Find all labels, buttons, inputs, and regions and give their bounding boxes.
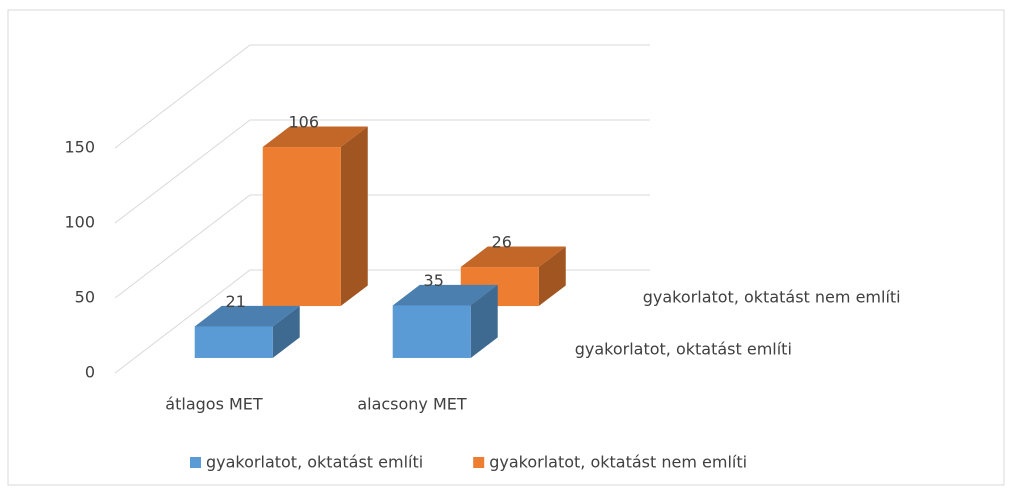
bar-side (470, 284, 498, 358)
bar-side (340, 126, 368, 307)
y-tick-label: 100 (64, 213, 95, 232)
bar (194, 326, 273, 358)
bar (262, 147, 341, 307)
y-tick-label: 50 (75, 288, 95, 307)
depth-axis-label: gyakorlatot, oktatást nem említi (643, 288, 901, 307)
bar-top (194, 305, 300, 327)
legend-swatch (190, 457, 201, 468)
x-tick-label: alacsony MET (357, 395, 467, 414)
x-tick-label: átlagos MET (165, 395, 263, 414)
bar-side (272, 305, 300, 358)
y-tick-label: 150 (64, 138, 95, 157)
grid-line (114, 194, 650, 299)
legend-label: gyakorlatot, oktatást említi (206, 453, 423, 472)
grid-line (114, 44, 650, 149)
data-label: 26 (492, 233, 512, 252)
data-label: 21 (226, 292, 246, 311)
data-label: 106 (288, 113, 319, 132)
bar-top (460, 246, 566, 268)
legend-swatch (473, 457, 485, 468)
grid-line (114, 119, 650, 224)
bar-top (262, 126, 368, 148)
legend-label: gyakorlatot, oktatást nem említi (489, 453, 747, 472)
bar-top (392, 284, 498, 306)
data-label: 35 (424, 271, 444, 290)
depth-axis-label: gyakorlatot, oktatást említi (575, 339, 792, 358)
bar-side (538, 246, 566, 307)
y-tick-label: 0 (85, 363, 95, 382)
bar (392, 305, 471, 358)
